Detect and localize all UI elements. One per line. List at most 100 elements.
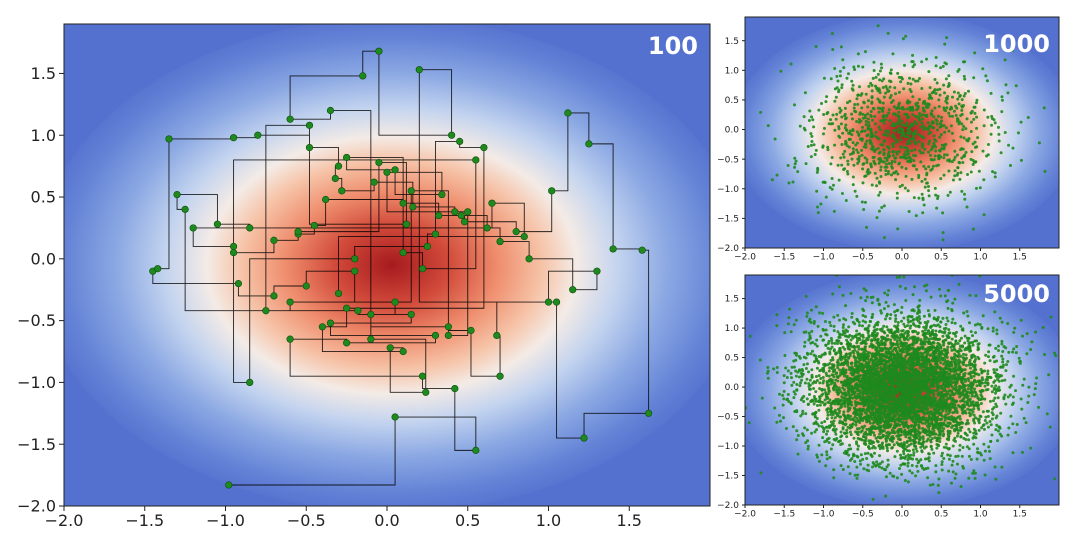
sample-point-55 bbox=[525, 255, 533, 263]
top-right-sample-point bbox=[973, 145, 977, 149]
bottom-right-sample-point bbox=[828, 347, 832, 351]
top-right-sample-point bbox=[881, 86, 885, 90]
bottom-right-sample-point bbox=[934, 333, 938, 337]
top-right-sample-point bbox=[934, 149, 938, 153]
bottom-right-sample-point bbox=[855, 454, 859, 458]
sample-point-10 bbox=[354, 307, 362, 315]
bottom-right-sample-point bbox=[929, 445, 933, 449]
top-right-sample-point bbox=[902, 63, 906, 67]
top-right-sample-point bbox=[936, 194, 940, 198]
bottom-right-sample-point bbox=[898, 466, 902, 470]
top-right-sample-point bbox=[793, 156, 797, 160]
bottom-right-sample-point bbox=[951, 317, 955, 321]
sample-point-24 bbox=[585, 140, 593, 148]
top-right-sample-point bbox=[888, 119, 892, 123]
bottom-right-sample-point bbox=[825, 450, 829, 454]
top-right-sample-point bbox=[852, 106, 856, 110]
bottom-right-sample-point bbox=[824, 464, 828, 468]
bottom-right-sample-point bbox=[899, 335, 903, 339]
bottom-right-sample-point bbox=[887, 289, 891, 293]
bottom-right-sample-point bbox=[799, 414, 803, 418]
bottom-right-sample-point bbox=[880, 441, 884, 445]
top-right-sample-point bbox=[870, 100, 874, 104]
main-plot-area bbox=[149, 47, 653, 489]
top-right-sample-point bbox=[875, 176, 879, 180]
bottom-right-sample-point bbox=[961, 464, 965, 468]
bottom-right-sample-point bbox=[889, 313, 893, 317]
top-right-sample-point bbox=[948, 114, 952, 118]
top-right-sample-point bbox=[870, 83, 874, 87]
top-right-sample-point bbox=[936, 114, 940, 118]
bottom-right-sample-point bbox=[986, 425, 990, 429]
bottom-right-sample-point bbox=[953, 476, 957, 480]
top-right-sample-point bbox=[815, 189, 819, 193]
top-right-sample-point bbox=[922, 136, 926, 140]
bottom-right-sample-point bbox=[931, 394, 935, 398]
top-right-sample-point bbox=[853, 67, 857, 71]
bottom-right-sample-point bbox=[938, 436, 942, 440]
bottom-right-sample-point bbox=[895, 449, 899, 453]
top-right-sample-point bbox=[884, 91, 888, 95]
sample-point-20 bbox=[460, 218, 469, 226]
bottom-right-sample-point bbox=[817, 374, 821, 378]
top-right-sample-point bbox=[971, 142, 975, 146]
top-right-sample-point bbox=[947, 169, 951, 173]
top-right-sample-point bbox=[944, 109, 948, 113]
bottom-right-sample-point bbox=[859, 334, 863, 338]
bottom-right-sample-point bbox=[814, 399, 818, 403]
top-right-sample-point bbox=[843, 142, 847, 146]
bottom-right-sample-point bbox=[879, 366, 883, 370]
bottom-right-sample-point bbox=[946, 453, 950, 457]
top-right-sample-point bbox=[960, 108, 964, 112]
sample-point-60 bbox=[448, 131, 456, 139]
top-right-sample-point bbox=[960, 105, 964, 109]
top-right-sample-point bbox=[909, 82, 913, 86]
bottom-right-sample-point bbox=[840, 380, 844, 384]
bottom-right-sample-point bbox=[995, 332, 999, 336]
bottom-right-sample-point bbox=[861, 307, 865, 311]
top-right-sample-point bbox=[864, 119, 868, 123]
top-right-sample-point bbox=[917, 196, 921, 200]
top-right-sample-point bbox=[867, 127, 871, 131]
top-right-sample-point bbox=[890, 162, 894, 166]
sample-point-14 bbox=[246, 224, 254, 232]
top-right-sample-point bbox=[815, 170, 819, 174]
top-right-sample-point bbox=[982, 213, 986, 217]
top-right-x-tick-label: −1.5 bbox=[773, 253, 795, 263]
bottom-right-sample-point bbox=[1034, 330, 1038, 334]
bottom-right-sample-point bbox=[983, 473, 987, 477]
bottom-right-sample-point bbox=[993, 371, 997, 375]
top-right-sample-point bbox=[857, 157, 861, 161]
top-right-sample-point bbox=[938, 93, 942, 97]
bottom-right-sample-point bbox=[789, 330, 793, 334]
top-right-sample-point bbox=[950, 160, 954, 164]
bottom-right-sample-point bbox=[864, 411, 868, 415]
sample-point-95 bbox=[229, 242, 238, 251]
top-right-sample-point bbox=[845, 128, 849, 132]
top-right-sample-point bbox=[837, 178, 841, 182]
top-right-sample-point bbox=[889, 173, 893, 177]
top-right-sample-point bbox=[871, 118, 875, 122]
top-right-sample-point bbox=[902, 153, 906, 157]
top-right-sample-point bbox=[904, 135, 908, 139]
bottom-right-sample-point bbox=[747, 421, 751, 425]
bottom-right-sample-point bbox=[930, 324, 934, 328]
bottom-right-sample-point bbox=[792, 323, 796, 327]
bottom-right-sample-point bbox=[935, 446, 939, 450]
top-right-sample-point bbox=[925, 57, 929, 61]
bottom-right-sample-point bbox=[979, 398, 983, 402]
main-x-tick-label: −1.0 bbox=[206, 511, 245, 530]
top-right-sample-point bbox=[945, 101, 949, 105]
top-right-sample-point bbox=[929, 153, 933, 157]
top-right-sample-point bbox=[913, 114, 917, 118]
bottom-right-sample-point bbox=[972, 360, 976, 364]
top-right-sample-point bbox=[930, 121, 934, 125]
sample-point-49 bbox=[370, 178, 378, 186]
top-right-sample-point bbox=[887, 111, 891, 115]
bottom-right-sample-point bbox=[800, 412, 804, 416]
sample-point-30 bbox=[493, 331, 501, 340]
top-right-sample-point bbox=[921, 211, 925, 215]
bottom-right-sample-point bbox=[832, 375, 836, 379]
bottom-right-sample-point bbox=[1054, 354, 1058, 358]
bottom-right-sample-point bbox=[893, 414, 897, 418]
